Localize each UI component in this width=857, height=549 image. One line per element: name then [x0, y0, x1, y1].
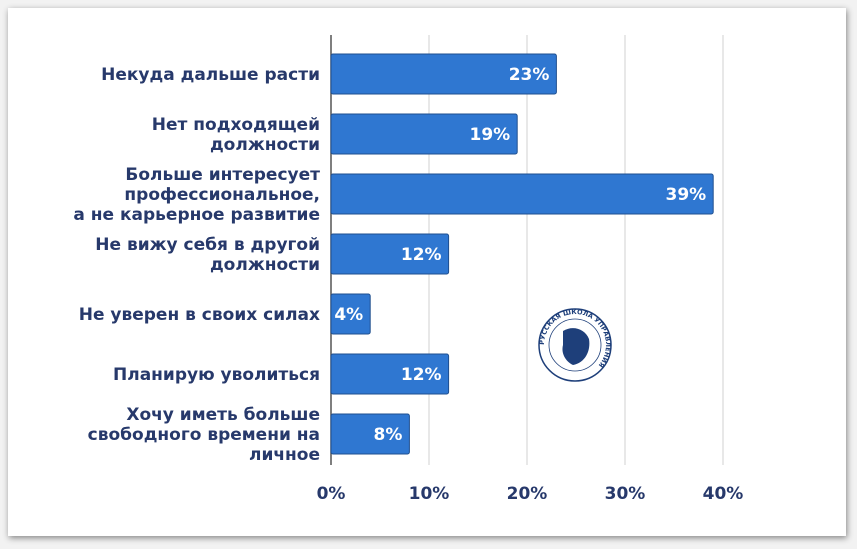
bar — [330, 233, 450, 275]
data-label: 19% — [469, 125, 510, 145]
category-label: Больше интересует — [125, 165, 320, 185]
category-label: профессиональное, — [124, 185, 320, 205]
bar — [330, 53, 557, 95]
category-label: Хочу иметь больше — [126, 405, 320, 425]
category-label: Не уверен в своих силах — [79, 305, 320, 325]
logo: РУССКАЯ ШКОЛА УПРАВЛЕНИЯ — [538, 308, 612, 382]
data-label: 39% — [665, 185, 706, 205]
category-label: должности — [210, 255, 320, 275]
x-tick-label: 30% — [605, 484, 646, 504]
category-label: Нет подходящей — [152, 115, 320, 135]
category-label: личное — [249, 445, 320, 465]
category-label: Планирую уволиться — [113, 365, 320, 385]
bar — [330, 413, 410, 455]
category-label: должности — [210, 135, 320, 155]
data-label: 8% — [374, 425, 403, 445]
x-tick-label: 0% — [317, 484, 346, 504]
x-tick-label: 20% — [507, 484, 548, 504]
category-label: свободного времени на — [88, 425, 320, 445]
data-label: 12% — [401, 245, 442, 265]
bar — [330, 353, 450, 395]
data-label: 4% — [334, 305, 363, 325]
bar — [330, 113, 518, 155]
x-tick-label: 40% — [703, 484, 744, 504]
data-label: 23% — [509, 65, 550, 85]
bar — [330, 293, 371, 335]
category-label: а не карьерное развитие — [73, 205, 320, 225]
category-label: Не вижу себя в другой — [95, 235, 320, 255]
x-tick-label: 10% — [409, 484, 450, 504]
data-label: 12% — [401, 365, 442, 385]
category-label: Некуда дальше расти — [101, 65, 320, 85]
bar — [330, 173, 714, 215]
